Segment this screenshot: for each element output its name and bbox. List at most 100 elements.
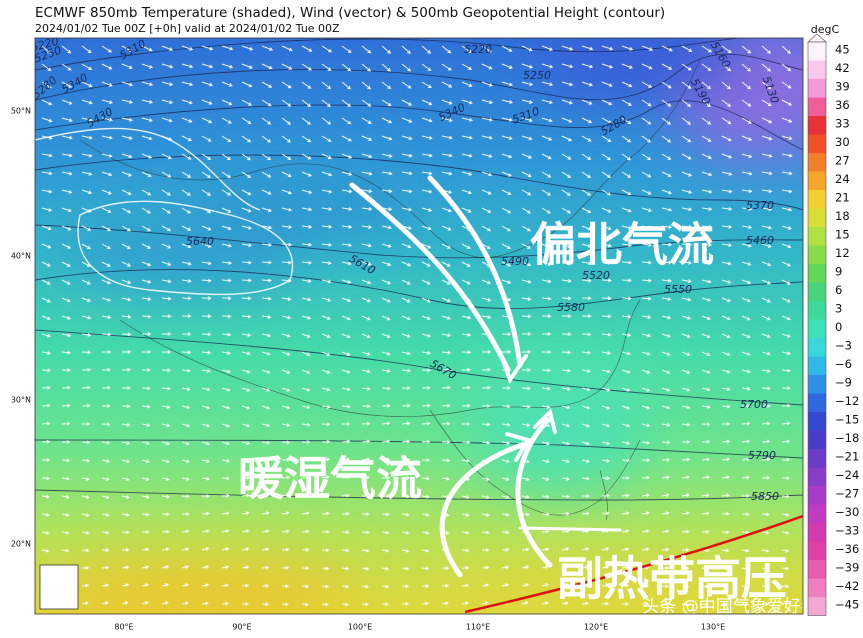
wind-arrow bbox=[181, 314, 192, 319]
wind-arrow bbox=[381, 315, 391, 321]
wind-arrow bbox=[161, 565, 170, 569]
wind-arrow bbox=[701, 171, 713, 177]
wind-arrow bbox=[441, 583, 450, 588]
wind-arrow bbox=[301, 566, 310, 571]
wind-arrow bbox=[781, 81, 792, 89]
wind-arrow bbox=[341, 387, 351, 392]
wind-arrow bbox=[781, 476, 791, 481]
wind-arrow bbox=[301, 45, 313, 52]
wind-arrow bbox=[221, 458, 231, 463]
wind-arrow bbox=[321, 566, 330, 571]
wind-arrow bbox=[641, 602, 650, 607]
wind-arrow bbox=[361, 99, 372, 107]
wind-arrow bbox=[41, 45, 51, 54]
wind-arrow bbox=[121, 63, 133, 70]
wind-arrow bbox=[441, 385, 451, 390]
wind-arrow bbox=[681, 297, 692, 302]
wind-arrow bbox=[321, 602, 329, 607]
wind-arrow bbox=[261, 81, 273, 88]
wind-arrow bbox=[81, 45, 92, 54]
wind-arrow bbox=[501, 459, 511, 464]
wind-arrow bbox=[421, 403, 431, 408]
wind-arrow bbox=[341, 457, 351, 462]
wind-arrow bbox=[361, 261, 372, 266]
wind-arrow bbox=[41, 476, 51, 481]
wind-arrow bbox=[781, 261, 792, 267]
wind-arrow bbox=[141, 243, 152, 249]
wind-arrow bbox=[181, 63, 194, 69]
wind-arrow bbox=[601, 81, 613, 87]
wind-arrow bbox=[681, 511, 690, 516]
wind-arrow bbox=[581, 459, 591, 464]
wind-arrow bbox=[681, 117, 691, 125]
wind-arrow bbox=[201, 529, 210, 534]
wind-arrow bbox=[281, 369, 291, 374]
wind-arrow bbox=[601, 225, 612, 231]
wind-arrow bbox=[381, 584, 390, 589]
wind-arrow bbox=[101, 422, 111, 427]
wind-arrow bbox=[561, 81, 574, 87]
wind-arrow bbox=[201, 441, 211, 446]
wind-arrow bbox=[661, 242, 673, 247]
wind-arrow bbox=[161, 601, 169, 605]
wind-arrow bbox=[461, 548, 470, 553]
wind-arrow bbox=[621, 117, 632, 125]
wind-arrow bbox=[341, 511, 350, 516]
wind-arrow bbox=[461, 261, 471, 267]
wind-arrow bbox=[501, 495, 510, 499]
wind-arrow bbox=[181, 207, 192, 214]
wind-arrow bbox=[641, 333, 652, 338]
wind-arrow bbox=[621, 278, 632, 283]
wind-arrow bbox=[361, 207, 373, 211]
wind-arrow bbox=[101, 565, 110, 570]
wind-arrow bbox=[41, 99, 53, 106]
wind-arrow bbox=[161, 494, 170, 499]
wind-arrow bbox=[301, 511, 310, 516]
wind-arrow bbox=[721, 457, 731, 462]
wind-arrow bbox=[221, 314, 232, 319]
wind-arrow bbox=[542, 331, 552, 336]
wind-arrow bbox=[581, 441, 591, 446]
wind-arrow bbox=[521, 135, 533, 141]
colorbar-swatch bbox=[808, 227, 826, 246]
wind-arrow bbox=[41, 225, 52, 231]
wind-arrow bbox=[521, 386, 531, 391]
wind-arrow bbox=[361, 351, 371, 356]
wind-arrow bbox=[781, 207, 793, 212]
wind-arrow bbox=[341, 224, 353, 229]
wind-arrow bbox=[221, 583, 230, 588]
wind-arrow bbox=[201, 117, 213, 124]
wind-arrow bbox=[421, 494, 430, 499]
wind-arrow bbox=[321, 99, 331, 107]
wind-arrow bbox=[541, 368, 552, 373]
wind-arrow bbox=[61, 476, 71, 481]
wind-arrow bbox=[781, 439, 791, 444]
wind-arrow bbox=[441, 601, 449, 606]
wind-arrow bbox=[701, 511, 710, 516]
wind-arrow bbox=[421, 225, 432, 231]
wind-arrow bbox=[121, 225, 131, 232]
wind-arrow bbox=[501, 207, 512, 214]
wind-arrow bbox=[261, 511, 270, 516]
wind-arrow bbox=[441, 63, 452, 71]
wind-arrow bbox=[81, 315, 92, 320]
wind-arrow bbox=[641, 369, 651, 374]
wind-arrow bbox=[281, 45, 293, 52]
wind-arrow bbox=[401, 81, 412, 89]
wind-arrow bbox=[221, 387, 231, 392]
wind-arrow bbox=[201, 135, 212, 142]
wind-arrow bbox=[601, 63, 614, 69]
wind-arrow bbox=[381, 369, 391, 374]
wind-arrow bbox=[621, 296, 632, 301]
wind-arrow bbox=[481, 45, 492, 53]
wind-arrow bbox=[101, 367, 112, 372]
wind-arrow bbox=[381, 117, 393, 124]
wind-arrow bbox=[361, 297, 371, 303]
wind-arrow bbox=[141, 601, 149, 605]
wind-arrow bbox=[741, 369, 751, 374]
wind-arrow bbox=[141, 225, 151, 232]
wind-arrow bbox=[221, 476, 231, 481]
wind-arrow bbox=[162, 331, 172, 336]
wind-arrow bbox=[661, 135, 672, 143]
wind-arrow bbox=[141, 332, 152, 337]
